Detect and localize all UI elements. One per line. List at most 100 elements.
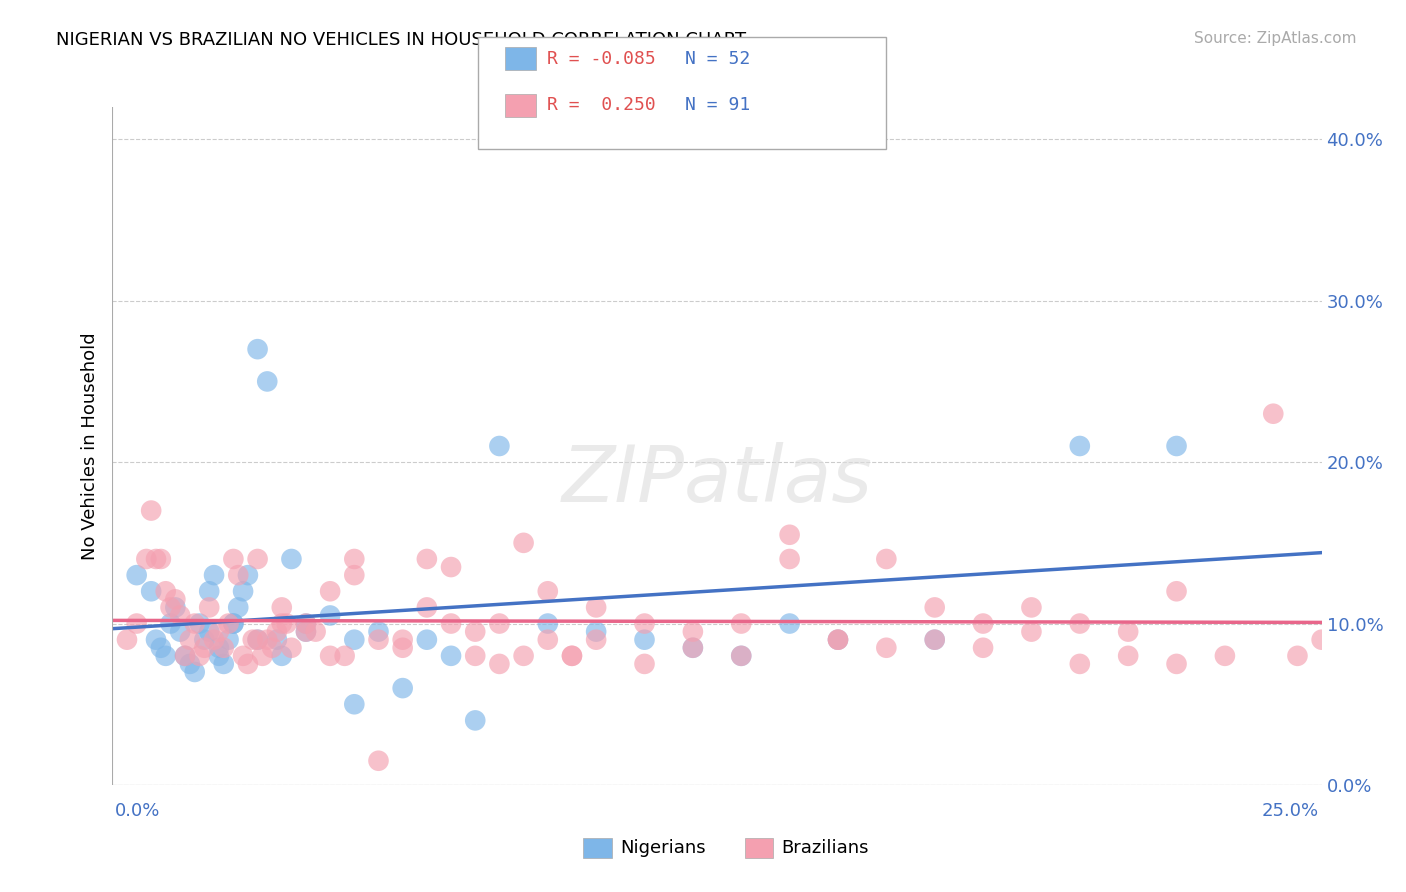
Point [149, 640, 172, 655]
Text: 25.0%: 25.0% [1261, 802, 1319, 820]
Point [135, 552, 157, 566]
Point [972, 640, 994, 655]
Point [1021, 600, 1043, 615]
Point [145, 632, 167, 647]
Point [256, 375, 278, 389]
Point [174, 648, 197, 663]
Point [198, 624, 221, 639]
Point [682, 640, 704, 655]
Point [246, 632, 269, 647]
Point [262, 640, 284, 655]
Point [169, 624, 191, 639]
Point [242, 632, 264, 647]
Point [924, 600, 946, 615]
Point [333, 648, 356, 663]
Point [633, 657, 655, 671]
Point [304, 624, 326, 639]
Point [125, 568, 148, 582]
Point [416, 552, 439, 566]
Point [222, 552, 245, 566]
Point [198, 600, 221, 615]
Point [295, 616, 318, 631]
Text: 0.0%: 0.0% [115, 802, 160, 820]
Point [464, 714, 486, 728]
Point [537, 632, 560, 647]
Point [165, 600, 187, 615]
Point [141, 584, 163, 599]
Point [440, 560, 463, 574]
Point [218, 616, 240, 631]
Point [193, 640, 215, 655]
Point [149, 552, 172, 566]
Point [276, 616, 298, 631]
Point [212, 640, 235, 655]
Point [1116, 624, 1139, 639]
Point [155, 584, 177, 599]
Point [827, 632, 849, 647]
Point [512, 536, 534, 550]
Point [512, 648, 534, 663]
Point [391, 632, 413, 647]
Point [1069, 616, 1091, 631]
Y-axis label: No Vehicles in Household: No Vehicles in Household [80, 332, 98, 560]
Point [319, 584, 342, 599]
Point [682, 640, 704, 655]
Point [779, 528, 801, 542]
Point [440, 616, 463, 631]
Point [159, 600, 181, 615]
Point [561, 648, 583, 663]
Point [208, 640, 231, 655]
Point [1213, 648, 1236, 663]
Text: N = 52: N = 52 [685, 50, 749, 68]
Point [391, 640, 413, 655]
Point [232, 584, 254, 599]
Point [730, 648, 752, 663]
Point [464, 624, 486, 639]
Point [246, 632, 269, 647]
Point [1263, 407, 1285, 421]
Point [1021, 624, 1043, 639]
Point [236, 568, 259, 582]
Point [779, 616, 801, 631]
Point [198, 584, 221, 599]
Point [236, 657, 259, 671]
Text: N = 91: N = 91 [685, 96, 749, 114]
Point [1069, 657, 1091, 671]
Text: Brazilians: Brazilians [782, 839, 869, 857]
Point [537, 616, 560, 631]
Point [280, 640, 302, 655]
Point [972, 616, 994, 631]
Point [343, 552, 366, 566]
Point [193, 632, 215, 647]
Text: R = -0.085: R = -0.085 [547, 50, 655, 68]
Point [779, 552, 801, 566]
Point [1286, 648, 1309, 663]
Point [212, 657, 235, 671]
Text: Source: ZipAtlas.com: Source: ZipAtlas.com [1194, 31, 1357, 46]
Point [145, 552, 167, 566]
Point [561, 648, 583, 663]
Point [125, 616, 148, 631]
Text: ZIPatlas: ZIPatlas [561, 442, 873, 518]
Point [343, 568, 366, 582]
Point [280, 552, 302, 566]
Point [202, 568, 225, 582]
Point [488, 657, 510, 671]
Point [252, 648, 274, 663]
Point [256, 632, 278, 647]
Point [218, 632, 240, 647]
Point [585, 632, 607, 647]
Point [1166, 657, 1188, 671]
Point [159, 616, 181, 631]
Point [270, 616, 292, 631]
Point [246, 342, 269, 356]
Point [875, 552, 897, 566]
Point [266, 624, 288, 639]
Text: R =  0.250: R = 0.250 [547, 96, 655, 114]
Point [169, 608, 191, 623]
Point [682, 624, 704, 639]
Point [827, 632, 849, 647]
Point [222, 616, 245, 631]
Point [208, 624, 231, 639]
Point [730, 616, 752, 631]
